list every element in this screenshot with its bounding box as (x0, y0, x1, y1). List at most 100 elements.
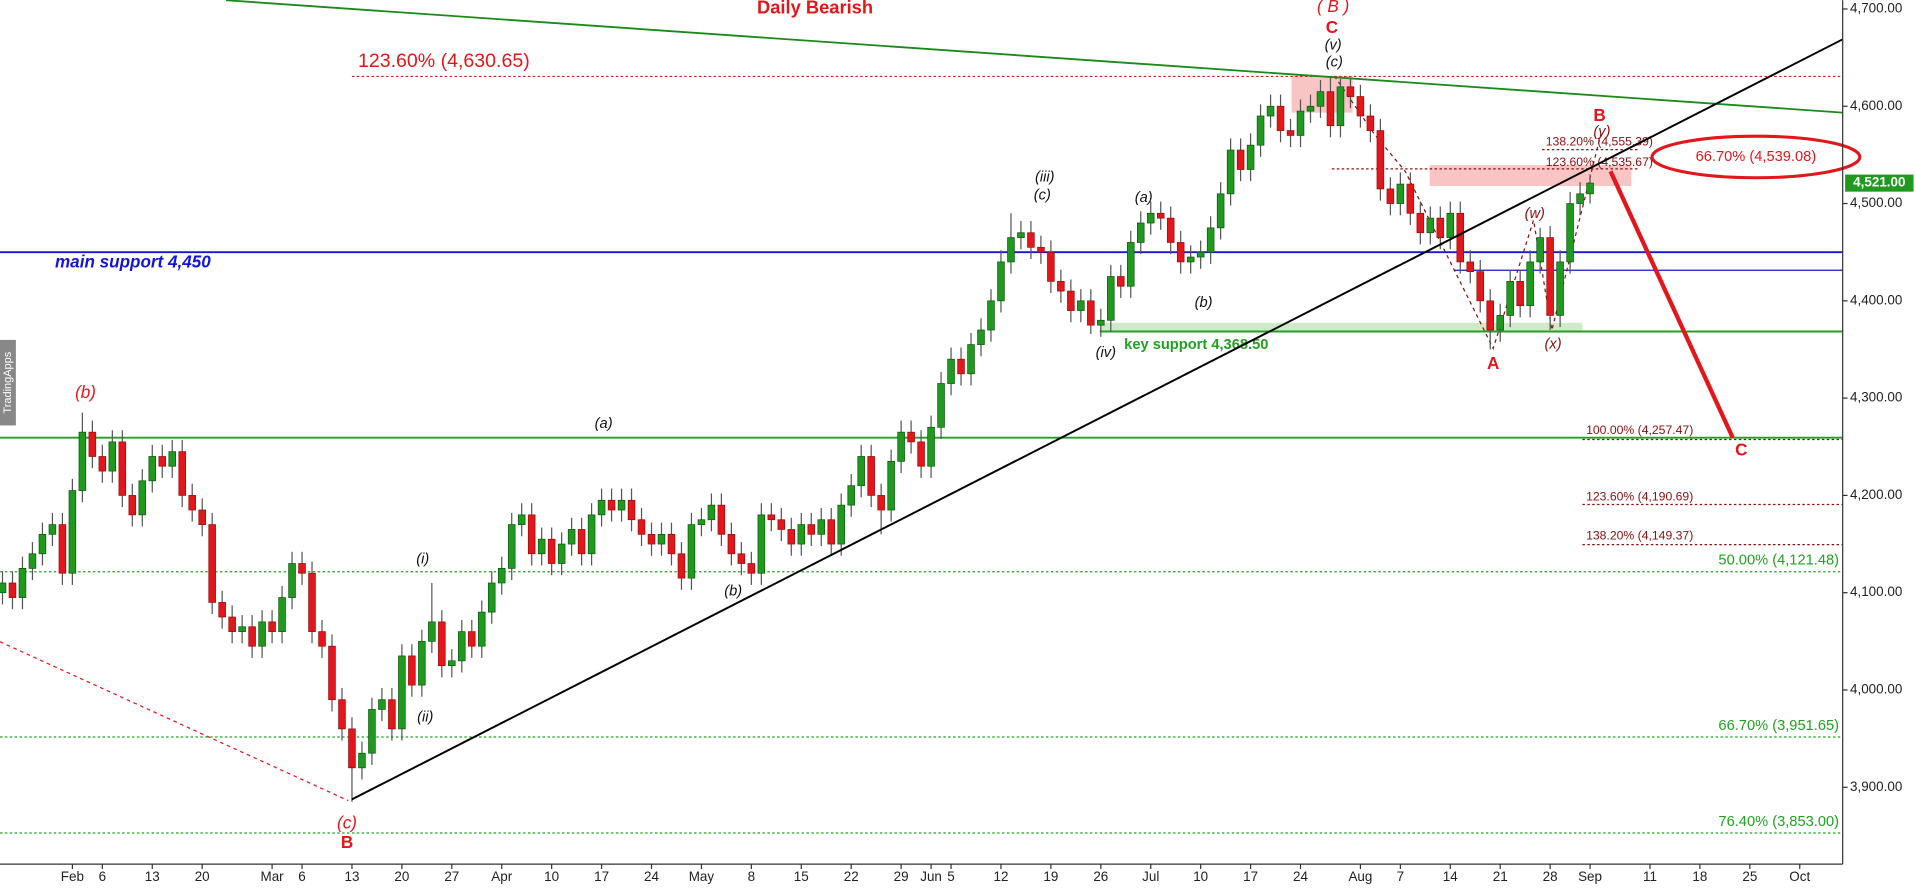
candle-body (1146, 212, 1155, 224)
wave-label: (w) (1525, 206, 1545, 222)
candle-body (1216, 193, 1225, 229)
x-tick-label: 17 (1243, 869, 1258, 884)
candle-body (1306, 105, 1315, 112)
candle-body (1466, 261, 1475, 273)
level-label: 100.00% (4,257.47) (1586, 423, 1693, 437)
candle-body (1087, 300, 1095, 326)
y-tick-label: 4,600.00 (1850, 98, 1902, 113)
candle-body (338, 699, 346, 730)
y-tick-label: 4,100.00 (1850, 584, 1902, 599)
candle-body (1546, 237, 1554, 316)
candle-body (897, 431, 905, 462)
candle-body (1456, 212, 1465, 263)
candle-body (1476, 271, 1484, 302)
candle-body (947, 358, 955, 384)
candle-body (218, 602, 226, 618)
candle-body (1316, 91, 1325, 107)
candle-body (368, 709, 376, 754)
candle-body (827, 519, 835, 545)
candle-body (957, 358, 965, 375)
x-tick-label: Mar (261, 869, 285, 884)
candle-body (487, 582, 496, 613)
candle-body (1017, 232, 1025, 238)
x-tick-label: 7 (1397, 869, 1404, 884)
candle-body (388, 699, 396, 730)
wave-label: B (1593, 106, 1605, 125)
level-label: key support 4,368.50 (1124, 337, 1268, 353)
candle-body (1226, 149, 1235, 195)
candle-body (857, 456, 865, 487)
level-label: 123.60% (4,535.67) (1546, 155, 1653, 169)
levels: 123.60% (4,630.65) main support 4,450 key … (0, 50, 1862, 834)
wave-labels: (b) (c) B (i) (ii) (a) (b) (iii) (c) (a)… (75, 0, 1747, 852)
wave-label: (y) (1593, 124, 1610, 140)
candle-body (777, 519, 786, 530)
x-tick-label: Feb (61, 869, 84, 884)
candle-body (1356, 96, 1365, 117)
candle-body (787, 529, 796, 545)
candle-body (1556, 261, 1564, 316)
x-tick-label: 6 (99, 869, 106, 884)
axes: 3,900.00 4,000.00 4,100.00 4,200.00 4,300.00… (61, 1, 1914, 884)
y-tick-label: 3,900.00 (1850, 779, 1902, 794)
candle-body (1276, 105, 1285, 131)
watermark-box (0, 339, 16, 426)
candle-body (1486, 300, 1494, 331)
candle-body (1346, 86, 1355, 97)
wave-label: (iii) (1035, 169, 1055, 185)
wave-label: (b) (75, 383, 96, 402)
candle-body (418, 640, 426, 686)
candle-body (1166, 217, 1175, 243)
wave-label: (i) (416, 552, 429, 568)
candle-body (527, 514, 536, 555)
candle-body (557, 543, 566, 564)
candle-body (268, 621, 276, 632)
x-tick-label: 22 (844, 869, 859, 884)
x-tick-label: 12 (993, 869, 1008, 884)
candle-body (597, 499, 606, 516)
target-ellipse (1650, 134, 1862, 180)
candle-body (18, 568, 27, 598)
candle-body (1336, 86, 1345, 127)
candle-body (188, 495, 196, 511)
x-tick-label: Jul (1142, 869, 1159, 884)
candle-body (737, 553, 746, 564)
x-tick-label: Sep (1578, 869, 1602, 884)
candle-body (98, 456, 107, 472)
candle-body (707, 504, 716, 521)
candle-body (348, 728, 356, 769)
candle-body (617, 499, 626, 511)
candle-body (428, 621, 436, 642)
candle-body (537, 538, 546, 555)
candle-body (1436, 217, 1445, 238)
level-label: 123.60% (4,190.69) (1586, 489, 1693, 503)
candle-body (1526, 261, 1534, 307)
candle-body (547, 538, 556, 564)
candle-body (647, 533, 656, 545)
x-tick-label: 26 (1093, 869, 1108, 884)
candle-body (1077, 300, 1085, 311)
watermark-text: TradingApps (2, 351, 14, 413)
y-tick-label: 4,300.00 (1850, 390, 1902, 405)
candle-body (1117, 276, 1125, 287)
candle-body (238, 626, 246, 632)
wave-label: (a) (1135, 190, 1153, 206)
level-label: 50.00% (4,121.48) (1718, 553, 1839, 569)
candle-body (128, 495, 137, 516)
candle-body (727, 533, 736, 555)
candle-body (138, 480, 147, 516)
candle-body (168, 451, 176, 467)
candle-body (837, 504, 845, 545)
candle-body (288, 563, 296, 598)
candle-body (1107, 276, 1115, 321)
support-band (1099, 322, 1583, 332)
candle-body (0, 582, 7, 594)
candle-body (1406, 183, 1415, 214)
x-tick-label: Jun (920, 869, 942, 884)
candle-body (208, 524, 216, 603)
wave-label: (ii) (417, 709, 433, 725)
candle-body (408, 655, 416, 686)
level-label: 66.70% (3,951.65) (1718, 718, 1839, 734)
candle-body (68, 490, 77, 574)
